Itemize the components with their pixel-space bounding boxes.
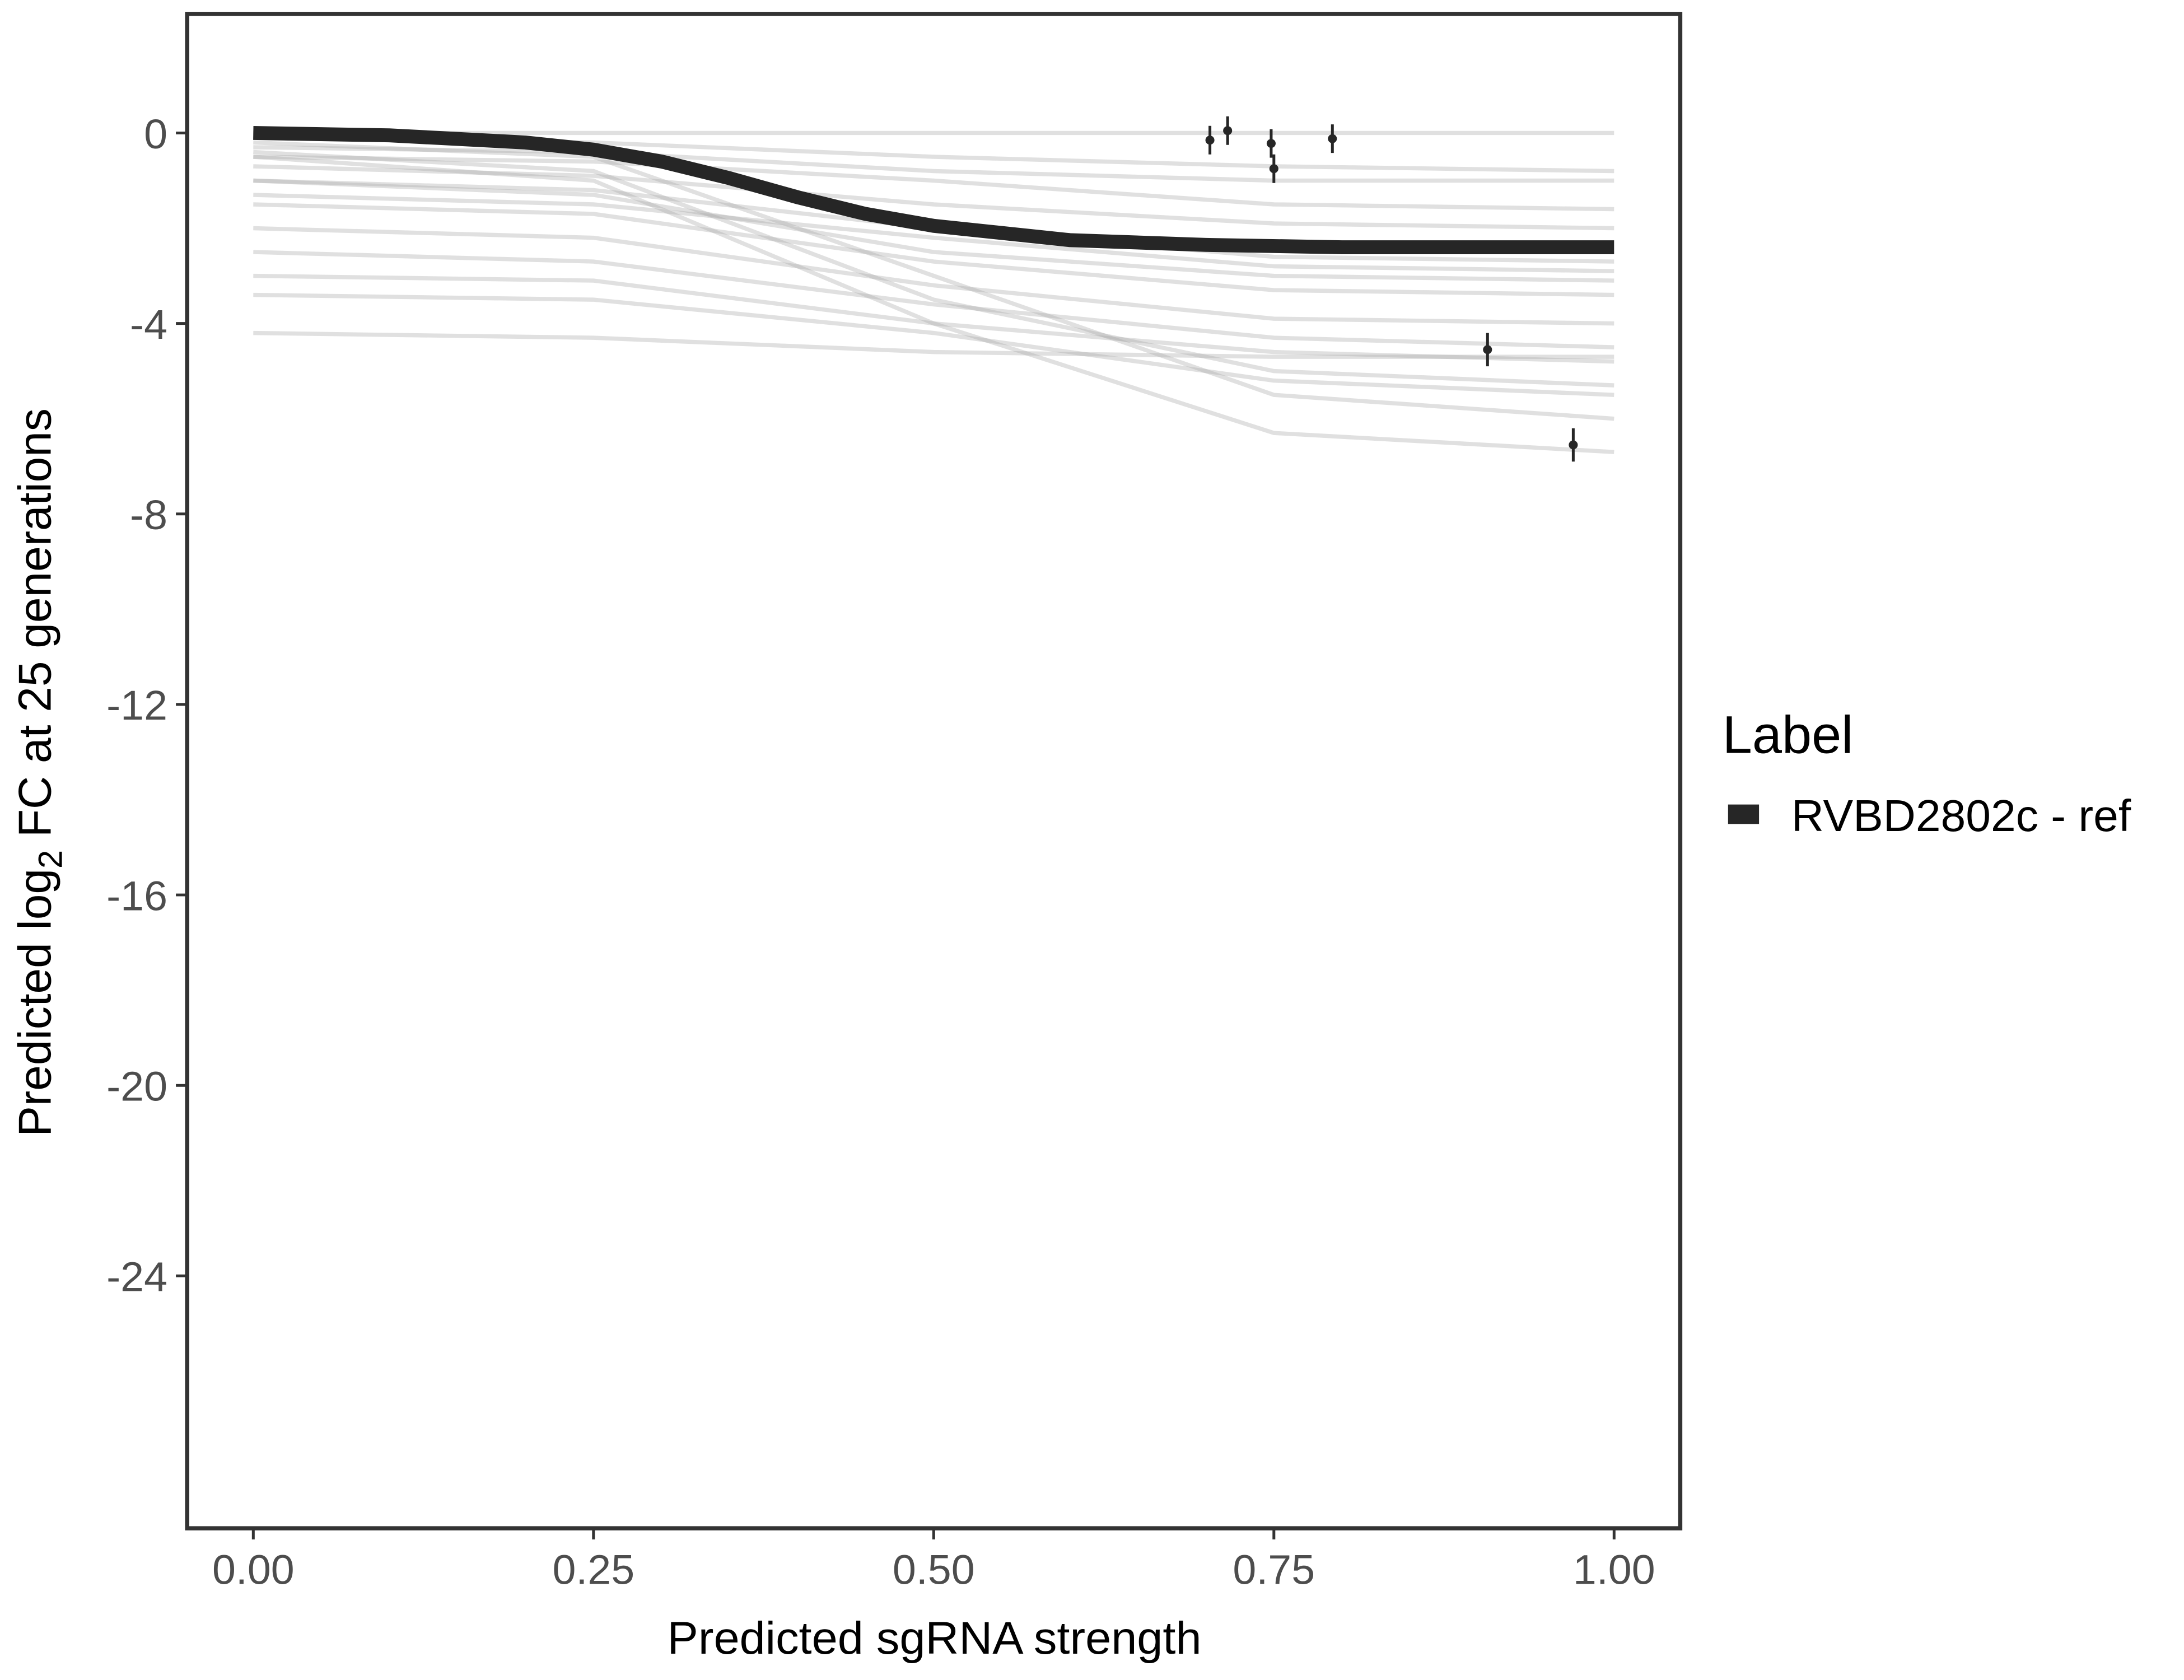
y-tick-label: -4: [130, 301, 167, 348]
posterior-draw: [253, 155, 1614, 212]
posterior-draw: [253, 250, 1614, 349]
posterior-draw: [253, 155, 1614, 454]
panel-border: [185, 12, 1683, 1530]
data-point: [1269, 164, 1278, 174]
data-point: [1205, 136, 1215, 145]
y-tick-label: -24: [106, 1253, 167, 1300]
y-label-part: FC at 25 generations: [9, 408, 61, 850]
posterior-draw: [253, 150, 1614, 388]
y-tick-label: -8: [130, 491, 167, 538]
y-axis-label: Predicted log2 FC at 25 generations: [9, 408, 69, 1137]
series-line: [253, 126, 1614, 254]
data-point: [1483, 345, 1492, 354]
posterior-draw: [253, 178, 1614, 283]
legend-label: RVBD2802c - ref: [1791, 791, 2131, 841]
legend-key: [1728, 804, 1760, 824]
y-tick-label: 0: [144, 110, 167, 157]
posterior-draw: [253, 164, 1614, 231]
legend-title: Label: [1723, 706, 1854, 764]
data-point: [1569, 440, 1578, 450]
data-point: [1328, 134, 1337, 143]
y-tick-label: -20: [106, 1063, 167, 1110]
y-label-subscript: 2: [31, 850, 69, 869]
x-tick-label: 0.00: [212, 1546, 295, 1593]
posterior-draw: [253, 140, 1614, 421]
x-axis-label: Predicted sgRNA strength: [668, 1612, 1202, 1663]
data-point: [1266, 139, 1276, 148]
posterior-draw: [253, 330, 1614, 359]
posterior-draw: [253, 145, 1614, 183]
posterior-draw: [253, 273, 1614, 364]
x-tick-label: 0.50: [893, 1546, 975, 1593]
data-point: [1223, 126, 1233, 136]
y-tick-label: -12: [106, 682, 167, 729]
x-tick-label: 0.75: [1233, 1546, 1315, 1593]
posterior-draw: [253, 193, 1614, 273]
y-tick-label: -16: [106, 872, 167, 920]
posterior-draw: [253, 202, 1614, 297]
x-tick-label: 0.25: [552, 1546, 634, 1593]
x-tick-label: 1.00: [1573, 1546, 1655, 1593]
posterior-draw: [253, 226, 1614, 326]
posterior-draw: [253, 292, 1614, 397]
y-label-part: Predicted log: [9, 869, 61, 1137]
